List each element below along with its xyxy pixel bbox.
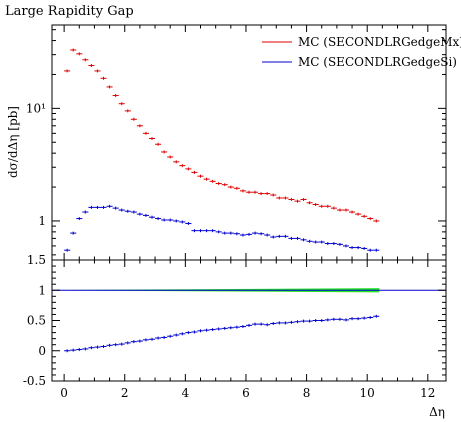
legend: MC (SECONDLRGedgeMx) MC (SECONDLRGedgeSi… [262,35,461,69]
x-axis-label: Δη [429,405,445,419]
x-tick-label: 2 [121,386,129,400]
ratio-series-group [64,314,380,353]
ratio-y-tick-label: 0 [38,344,46,358]
ratio-frame [51,259,447,382]
x-tick-label: 4 [182,386,190,400]
x-tick-label: 12 [420,386,435,400]
ratio-y-tick-label: 1.5 [27,253,46,267]
ratio-axis-ticks: 0 2 4 6 8 10 12 -0.5 0 0.5 1 1.5 [23,253,446,400]
main-y-tick-label: 10¹ [26,101,46,115]
legend-label-series-2: MC (SECONDLRGedgeSi) [298,55,457,69]
ratio-band-group [52,288,446,293]
x-tick-label: 0 [60,386,68,400]
ratio-y-tick-label: -0.5 [23,374,46,388]
x-tick-label: 10 [360,386,375,400]
legend-label-series-1: MC (SECONDLRGedgeMx) [298,35,461,49]
main-axis-ticks: 1 10¹ [26,25,446,260]
ratio-y-tick-label: 1 [38,283,46,297]
x-tick-label: 6 [242,386,250,400]
plot-title: Large Rapidity Gap [5,4,134,19]
main-y-tick-label: 1 [38,214,46,228]
ratio-y-tick-label: 0.5 [27,314,46,328]
main-panel: 1 10¹ dσ/dΔη [pb] MC (SECONDLRGedgeMx) MC… [6,24,461,261]
y-axis-label: dσ/dΔη [pb] [6,106,20,178]
x-tick-label: 8 [303,386,311,400]
ratio-panel: 0 2 4 6 8 10 12 -0.5 0 0.5 1 1.5 Δη [23,253,447,419]
main-series-group [64,48,380,252]
